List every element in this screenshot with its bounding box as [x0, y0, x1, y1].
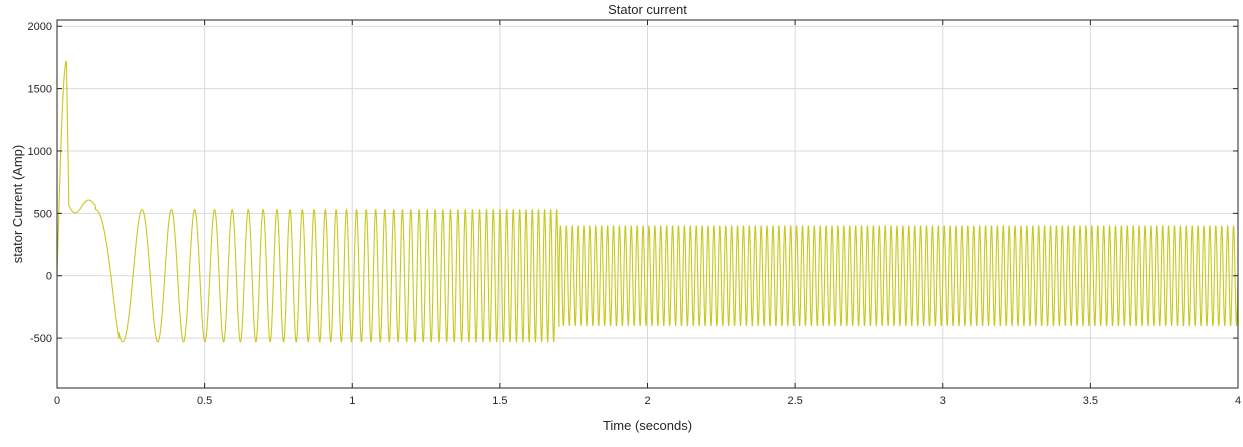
x-axis-title: Time (seconds)	[603, 418, 692, 433]
y-tick-label: 500	[34, 208, 52, 220]
y-axis-title: stator Current (Amp)	[10, 145, 25, 263]
x-tick-label: 1	[349, 395, 355, 407]
ticks: 0 0.5 1 1.5 2 2.5 3 3.5 4 -500 0 500 1000 1500 2000	[28, 20, 1241, 407]
x-tick-label: 3	[940, 395, 946, 407]
chart-title: Stator current	[608, 2, 687, 17]
x-tick-label: 1.5	[492, 395, 507, 407]
series-layer	[56, 60, 1239, 343]
grid	[56, 20, 1239, 388]
x-tick-label: 2	[644, 395, 650, 407]
x-tick-label: 3.5	[1083, 395, 1098, 407]
y-tick-label: 2000	[28, 21, 52, 33]
x-tick-label: 0	[54, 395, 60, 407]
y-tick-label: 1000	[28, 146, 52, 158]
y-tick-label: 1500	[28, 84, 52, 96]
x-tick-label: 2.5	[787, 395, 802, 407]
x-tick-label: 0.5	[197, 395, 212, 407]
stator-current-line	[56, 60, 1239, 343]
y-tick-label: 0	[46, 271, 52, 283]
y-tick-label: -500	[30, 333, 52, 345]
x-tick-label: 4	[1235, 395, 1241, 407]
